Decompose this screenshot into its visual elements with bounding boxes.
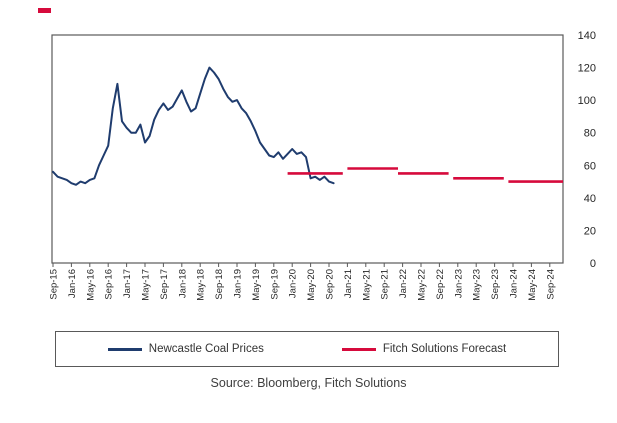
x-tick-label: Sep-21 <box>380 269 391 300</box>
x-tick-label: Jan-19 <box>233 269 244 298</box>
forecast-line-swatch <box>341 347 376 351</box>
chart-plot-area: Sep-15 Jan-16 May-16 Sep-16 Jan-17 May-17 Sep-… <box>49 30 597 301</box>
x-tick-label: Sep-20 <box>325 269 336 300</box>
x-tick-label: Jan-23 <box>453 269 464 298</box>
x-tick-label: Sep-19 <box>269 269 280 300</box>
chart-legend: Newcastle Coal Prices Fitch Solutions Fo… <box>55 331 559 367</box>
legend-item-historical: Newcastle Coal Prices <box>107 343 264 355</box>
legend-item-forecast: Fitch Solutions Forecast <box>341 343 507 355</box>
x-tick-label: Jan-24 <box>509 269 520 298</box>
x-tick-label: Jan-18 <box>177 269 188 298</box>
x-tick-label: May-23 <box>472 269 483 301</box>
legend-label-historical: Newcastle Coal Prices <box>148 343 264 355</box>
y-tick-label: 60 <box>584 160 596 172</box>
y-tick-label: 0 <box>590 258 596 270</box>
x-tick-label: May-20 <box>306 269 317 301</box>
x-tick-label: Sep-15 <box>49 269 60 300</box>
x-tick-label: May-18 <box>196 269 207 301</box>
red-dash-mark <box>38 8 51 13</box>
x-tick-label: Jan-16 <box>67 269 78 298</box>
x-tick-label: May-21 <box>361 269 372 301</box>
historical-price-line <box>52 66 335 186</box>
x-tick-label: Sep-24 <box>545 269 556 300</box>
x-tick-label: Sep-16 <box>104 269 115 300</box>
x-tick-label: Sep-23 <box>490 269 501 300</box>
y-tick-label: 20 <box>584 225 596 237</box>
y-tick-label: 120 <box>578 63 596 75</box>
x-tick-label: May-24 <box>527 269 538 301</box>
y-tick-label: 80 <box>584 128 596 140</box>
coal-price-chart: Sep-15 Jan-16 May-16 Sep-16 Jan-17 May-17 Sep-… <box>49 30 597 301</box>
x-tick-label: Sep-22 <box>435 269 446 300</box>
x-tick-label: May-17 <box>141 269 152 301</box>
x-tick-label: Jan-17 <box>122 269 133 298</box>
plot-border <box>51 34 564 264</box>
x-tick-label: Jan-22 <box>398 269 409 298</box>
y-tick-label: 100 <box>578 95 596 107</box>
x-tick-label: Sep-17 <box>159 269 170 300</box>
x-tick-label: May-22 <box>417 269 428 301</box>
historical-line-swatch <box>107 347 142 351</box>
y-tick-label: 140 <box>578 30 596 42</box>
x-tick-label: May-16 <box>85 269 96 301</box>
x-tick-label: Jan-20 <box>288 269 299 298</box>
x-tick-label: Sep-18 <box>214 269 225 300</box>
legend-label-forecast: Fitch Solutions Forecast <box>382 343 507 355</box>
x-tick-label: May-19 <box>251 269 262 301</box>
x-tick-label: Jan-21 <box>343 269 354 298</box>
source-attribution: Source: Bloomberg, Fitch Solutions <box>210 376 407 390</box>
y-tick-label: 40 <box>584 193 596 205</box>
